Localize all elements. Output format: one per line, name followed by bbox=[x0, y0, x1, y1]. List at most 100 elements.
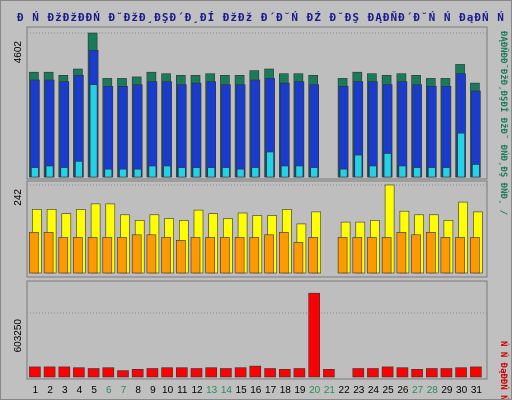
bar-middle-s1-day-6 bbox=[102, 237, 113, 274]
bar-middle-s1-day-13 bbox=[205, 237, 215, 274]
bar-middle-s1-day-16 bbox=[249, 237, 260, 274]
panel-bottom: 603250 bbox=[13, 280, 488, 380]
bar-bottom-day-31 bbox=[470, 366, 482, 378]
bar-bottom-day-23 bbox=[352, 368, 365, 378]
side-legend-top: ĐĄĐŇĐĐ˘ĐžĐ¸ĐŞĐÍ ĐžĐ˘ ĐŃĐ¸ĐŞ ĐŃĐ¸ / bbox=[498, 31, 510, 215]
bar-top-s2-day-25 bbox=[383, 153, 392, 178]
bar-top-s2-day-27 bbox=[413, 167, 421, 178]
bar-top-s2-day-29 bbox=[442, 167, 451, 178]
bar-bottom-day-13 bbox=[205, 367, 217, 378]
bar-bottom-day-20 bbox=[308, 292, 321, 378]
bar-bottom-day-3 bbox=[58, 366, 71, 378]
x-tick-label-day-4: 4 bbox=[77, 385, 83, 396]
bar-top-s2-day-19 bbox=[295, 165, 304, 178]
bar-top-s2-day-16 bbox=[251, 167, 260, 178]
x-tick-label-day-13: 13 bbox=[206, 385, 218, 396]
side-legend-bottom: Ń Ń ĐąĐĐŃ Ń / ĐşĐ Ń bbox=[498, 341, 510, 399]
bar-middle-s1-day-31 bbox=[470, 237, 480, 274]
bar-top-s2-day-4 bbox=[75, 161, 83, 178]
panel-middle-ymax-label: 242 bbox=[13, 189, 24, 206]
bar-middle-s1-day-28 bbox=[425, 232, 436, 274]
bar-top-s1-day-20 bbox=[309, 84, 320, 178]
bar-bottom-day-1 bbox=[29, 366, 41, 378]
x-tick-label-day-21: 21 bbox=[324, 385, 336, 396]
bar-top-s2-day-2 bbox=[45, 165, 54, 178]
bar-middle-s1-day-25 bbox=[381, 237, 392, 274]
bar-middle-s1-day-7 bbox=[117, 237, 127, 274]
bar-top-s2-day-30 bbox=[457, 132, 465, 178]
bar-top-s1-day-6 bbox=[103, 86, 114, 178]
bar-top-s2-day-20 bbox=[310, 167, 319, 178]
bar-top-s2-day-7 bbox=[119, 168, 127, 178]
bar-bottom-day-12 bbox=[190, 368, 203, 378]
bar-bottom-day-16 bbox=[249, 365, 262, 378]
bar-middle-s1-day-20 bbox=[308, 237, 319, 274]
bar-middle-s1-day-5 bbox=[87, 237, 98, 274]
bar-top-s2-day-8 bbox=[133, 168, 142, 178]
bar-top-s2-day-3 bbox=[60, 167, 69, 178]
bar-top-s1-day-14 bbox=[221, 84, 231, 178]
x-tick-label-day-15: 15 bbox=[236, 385, 248, 396]
bar-bottom-day-7 bbox=[117, 370, 129, 378]
bar-top-s1-day-8 bbox=[132, 84, 143, 178]
bar-top-s2-day-17 bbox=[266, 151, 274, 178]
x-tick-label-day-16: 16 bbox=[250, 385, 262, 396]
bar-top-s1-day-12 bbox=[191, 82, 202, 178]
bar-bottom-day-5 bbox=[87, 368, 100, 378]
bar-middle-s1-day-12 bbox=[190, 237, 201, 274]
bar-top-s1-day-7 bbox=[118, 86, 128, 178]
x-tick-label-day-25: 25 bbox=[383, 385, 395, 396]
bar-top-s1-day-2 bbox=[44, 79, 55, 178]
bar-middle-s1-day-9 bbox=[146, 234, 157, 274]
bar-middle-s1-day-10 bbox=[161, 237, 171, 274]
bar-bottom-day-17 bbox=[264, 368, 276, 378]
bar-top-s2-day-15 bbox=[236, 168, 245, 178]
bar-top-s2-day-6 bbox=[104, 168, 113, 178]
bar-middle-s1-day-4 bbox=[73, 237, 83, 274]
bar-top-s1-day-28 bbox=[426, 86, 437, 178]
bar-top-s1-day-27 bbox=[412, 84, 422, 178]
bar-top-s2-day-23 bbox=[354, 154, 363, 178]
x-tick-label-day-20: 20 bbox=[309, 385, 321, 396]
bar-bottom-day-18 bbox=[278, 368, 291, 378]
bar-bottom-day-28 bbox=[425, 368, 438, 378]
bar-bottom-day-19 bbox=[293, 368, 306, 378]
bar-middle-s1-day-18 bbox=[278, 232, 289, 274]
bar-top-s2-day-28 bbox=[427, 167, 436, 178]
bar-middle-s1-day-14 bbox=[220, 237, 230, 274]
x-tick-label-day-14: 14 bbox=[221, 385, 233, 396]
bar-middle-s1-day-1 bbox=[29, 232, 39, 274]
x-tick-label-day-27: 27 bbox=[412, 385, 424, 396]
bar-bottom-day-9 bbox=[146, 368, 159, 378]
bar-bottom-day-2 bbox=[43, 366, 56, 378]
bar-middle-s1-day-23 bbox=[352, 237, 363, 274]
x-tick-label-day-18: 18 bbox=[280, 385, 292, 396]
bar-top-s1-day-16 bbox=[250, 79, 261, 178]
bar-bottom-day-21 bbox=[323, 368, 335, 378]
bar-top-s1-day-22 bbox=[338, 86, 349, 178]
x-tick-label-day-24: 24 bbox=[368, 385, 380, 396]
x-tick-label-day-10: 10 bbox=[162, 385, 174, 396]
bar-bottom-day-15 bbox=[234, 367, 247, 378]
bar-top-s1-day-24 bbox=[368, 81, 378, 178]
x-tick-label-day-31: 31 bbox=[471, 385, 483, 396]
bar-bottom-day-26 bbox=[396, 367, 409, 378]
x-tick-label-day-9: 9 bbox=[150, 385, 156, 396]
bar-top-s2-day-22 bbox=[339, 168, 348, 178]
bar-top-s1-day-26 bbox=[397, 81, 408, 178]
x-tick-label-day-5: 5 bbox=[91, 385, 97, 396]
x-tick-label-day-8: 8 bbox=[135, 385, 141, 396]
bar-middle-s1-day-2 bbox=[43, 232, 54, 274]
bar-middle-s1-day-26 bbox=[396, 232, 407, 274]
bar-middle-s1-day-24 bbox=[367, 237, 377, 274]
bar-top-s1-day-11 bbox=[177, 84, 187, 178]
x-tick-label-day-7: 7 bbox=[121, 385, 127, 396]
x-tick-label-day-17: 17 bbox=[265, 385, 277, 396]
bar-top-s1-day-13 bbox=[206, 81, 216, 178]
x-tick-label-day-3: 3 bbox=[62, 385, 68, 396]
bar-bottom-day-10 bbox=[161, 367, 173, 378]
bar-top-s1-day-31 bbox=[471, 90, 481, 178]
bar-bottom-day-8 bbox=[131, 368, 144, 378]
bar-top-s1-day-19 bbox=[294, 81, 305, 178]
x-tick-label-day-29: 29 bbox=[441, 385, 453, 396]
